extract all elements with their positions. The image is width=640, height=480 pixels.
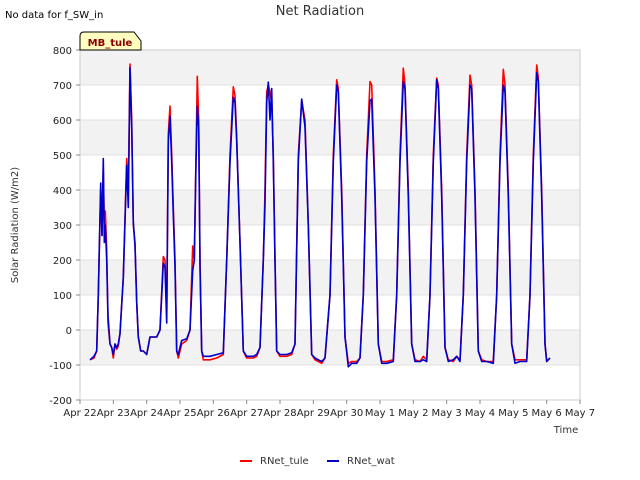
background-band: [80, 190, 580, 225]
x-tick-label: Apr 28: [263, 408, 296, 419]
y-tick-label: 100: [53, 291, 72, 302]
no-data-note: No data for f_SW_in: [5, 10, 103, 21]
x-tick-label: May 4: [465, 408, 495, 419]
x-tick-label: Apr 30: [330, 408, 363, 419]
legend-label: RNet_tule: [260, 456, 309, 467]
x-tick-label: May 5: [498, 408, 528, 419]
y-axis-ticks: -200 -100 0 100 200 300 400 500 600 700 800: [49, 46, 80, 407]
x-tick-label: May 7: [565, 408, 595, 419]
y-tick-label: 0: [66, 326, 72, 337]
background-band: [80, 155, 580, 190]
x-tick-label: Apr 26: [197, 408, 230, 419]
y-tick-label: -200: [49, 396, 72, 407]
x-tick-label: May 2: [398, 408, 428, 419]
x-tick-label: May 6: [532, 408, 562, 419]
background-band: [80, 120, 580, 155]
x-tick-label: Apr 22: [63, 408, 96, 419]
x-tick-label: Apr 27: [230, 408, 263, 419]
background-band: [80, 365, 580, 400]
x-tick-label: May 1: [365, 408, 395, 419]
x-tick-label: Apr 24: [130, 408, 163, 419]
legend: RNet_tule RNet_wat: [240, 456, 395, 467]
series-line-RNet_wat: [89, 66, 551, 368]
y-tick-label: 300: [53, 221, 72, 232]
x-tick-label: Apr 25: [163, 408, 196, 419]
x-axis-ticks: Apr 22 Apr 23 Apr 24 Apr 25 Apr 26 Apr 27 Apr …: [63, 400, 595, 419]
background-band: [80, 330, 580, 365]
x-tick-label: Apr 29: [297, 408, 330, 419]
y-tick-label: 200: [53, 256, 72, 267]
background-band: [80, 225, 580, 260]
x-tick-label: May 3: [432, 408, 462, 419]
x-tick-label: Apr 23: [97, 408, 130, 419]
chart-title: Net Radiation: [276, 4, 364, 19]
site-tag: MB_tule: [79, 31, 142, 51]
series-lines: [89, 63, 551, 368]
y-axis-label: Solar Radiation (W/m2): [10, 167, 21, 283]
background-band: [80, 50, 580, 85]
y-tick-label: -100: [49, 361, 72, 372]
y-tick-label: 600: [53, 116, 72, 127]
y-tick-label: 700: [53, 81, 72, 92]
site-tag-box: [79, 31, 142, 51]
y-tick-label: 400: [53, 186, 72, 197]
y-tick-label: 500: [53, 151, 72, 162]
site-tag-label: MB_tule: [88, 38, 133, 49]
x-axis-label: Time: [553, 425, 578, 436]
background-band: [80, 85, 580, 120]
legend-label: RNet_wat: [347, 456, 395, 467]
y-tick-label: 800: [53, 46, 72, 57]
